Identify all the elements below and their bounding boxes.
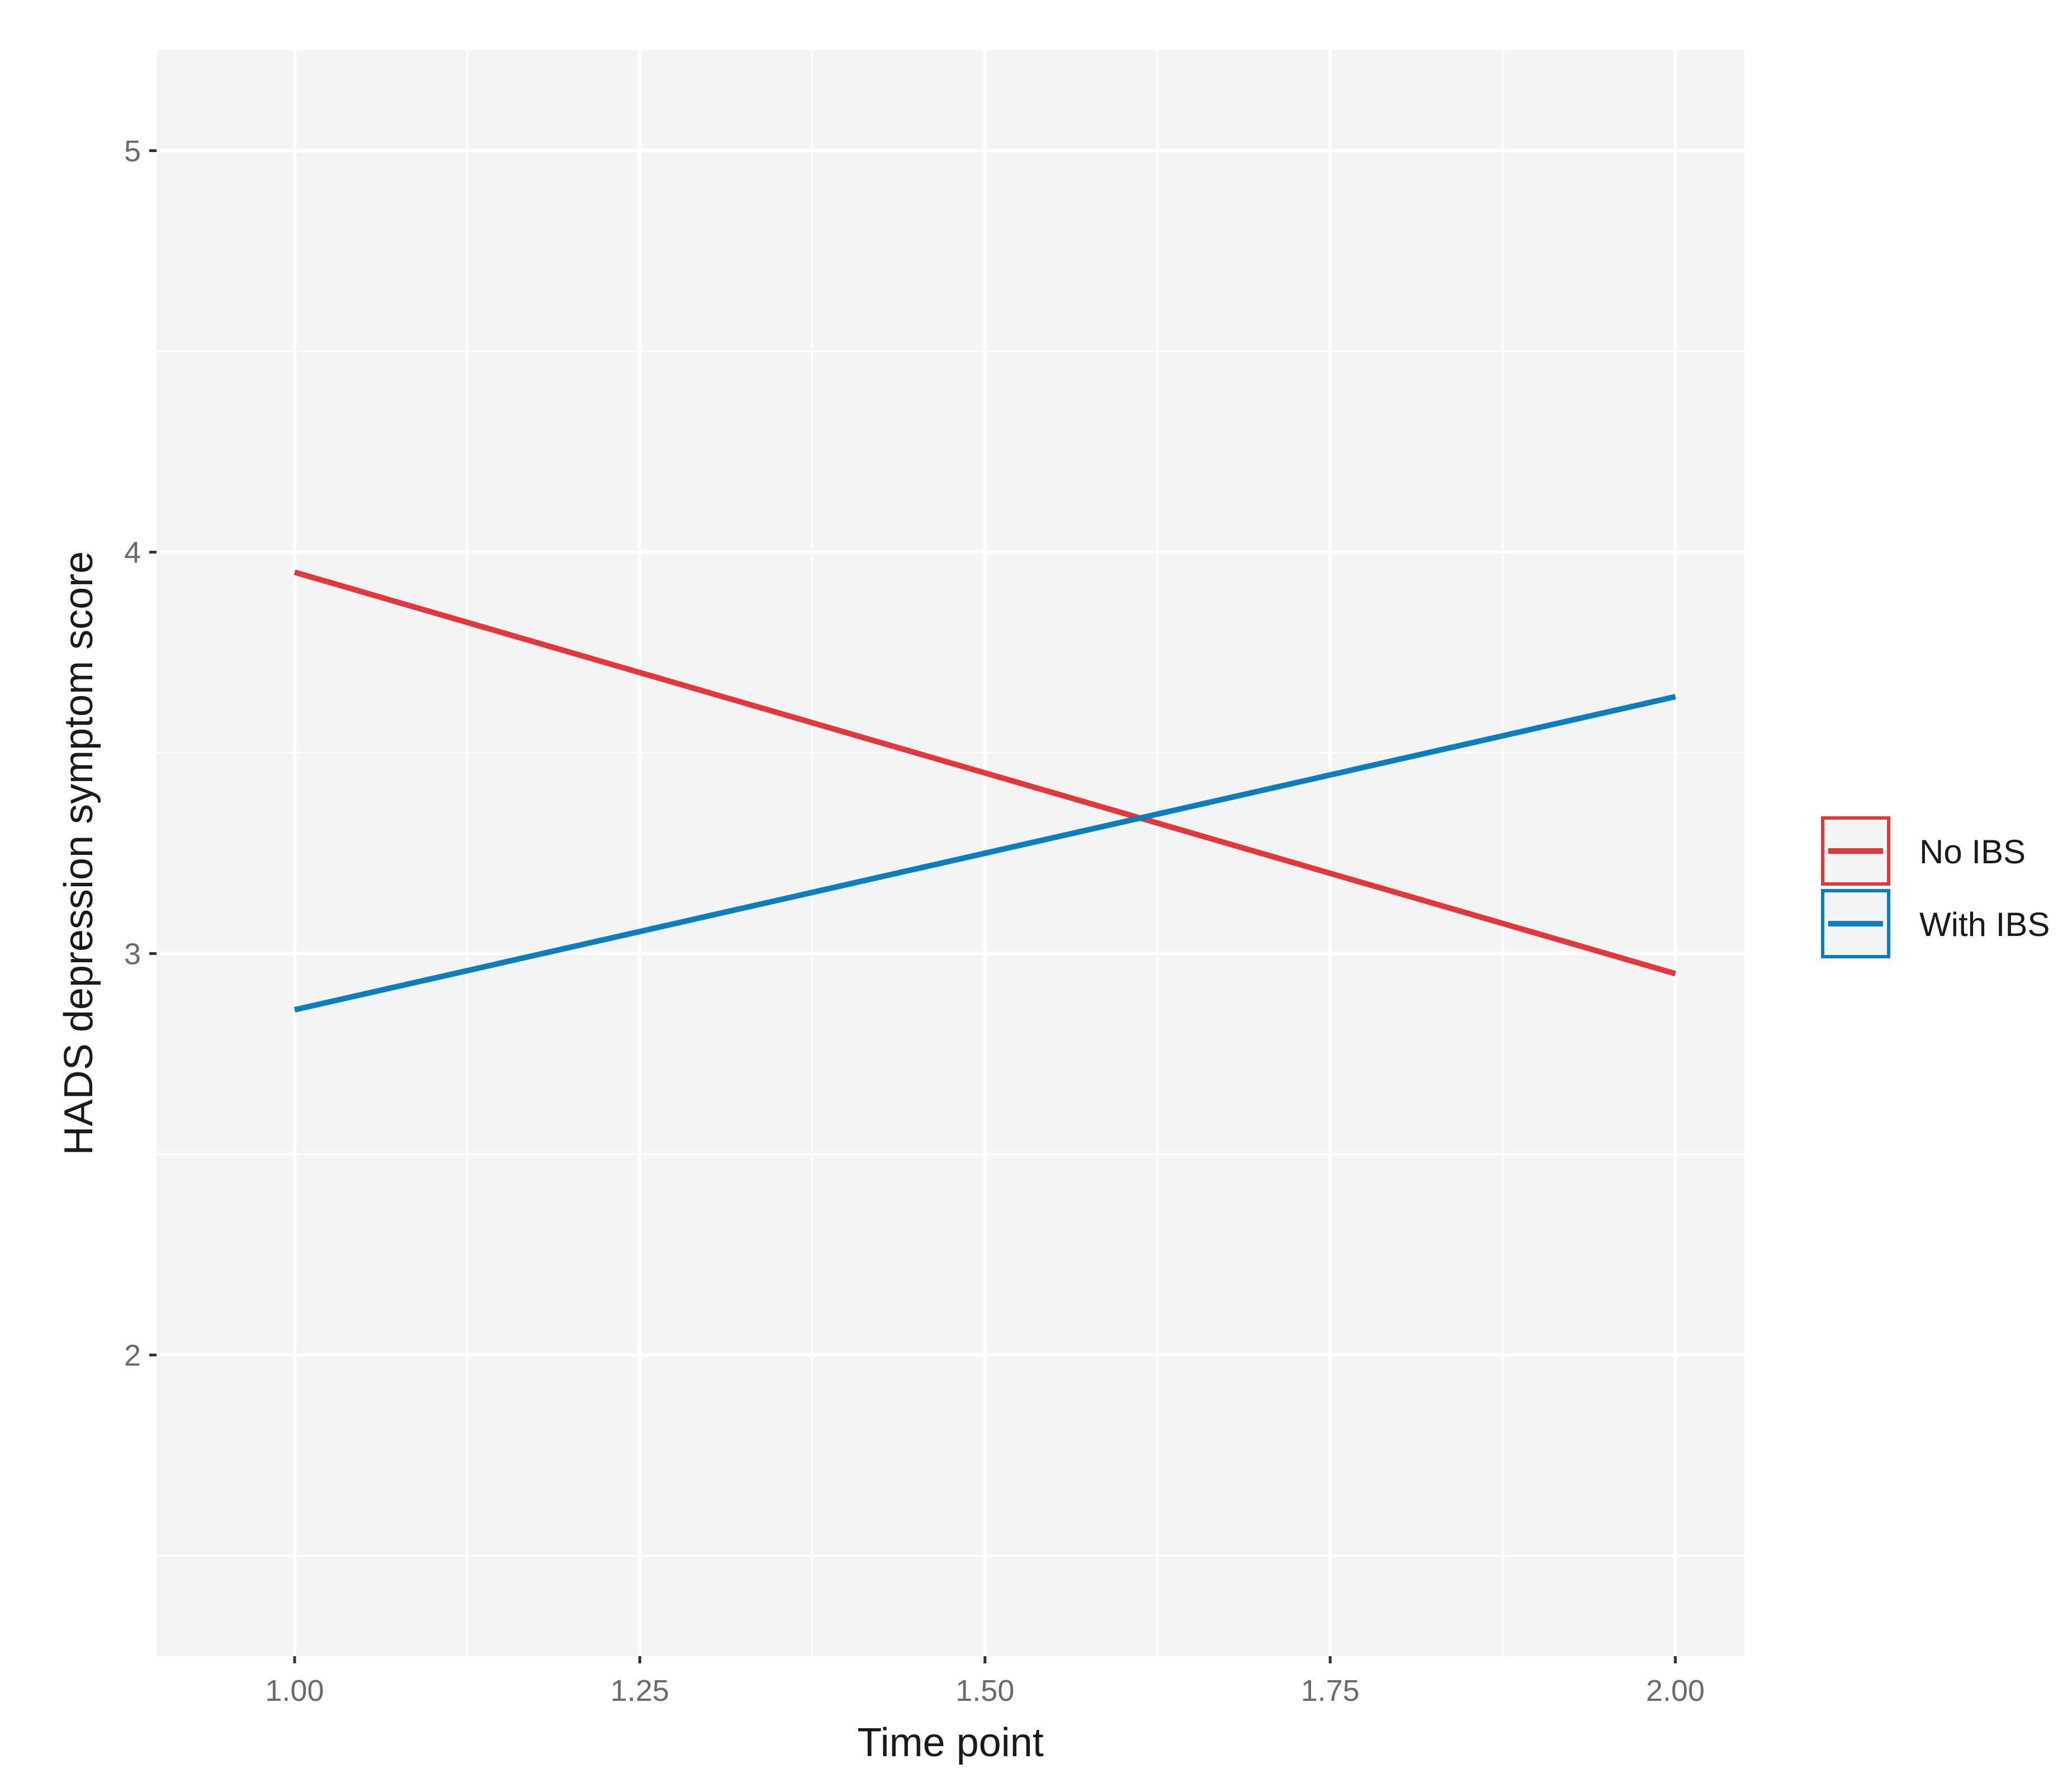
x-tick-label: 1.75 <box>1301 1674 1360 1708</box>
x-tick-label: 1.50 <box>955 1674 1014 1708</box>
minor-gridlines <box>157 50 1744 1656</box>
legend-item: No IBS <box>1821 816 2026 886</box>
y-tick-label: 3 <box>124 938 141 971</box>
x-axis-title: Time point <box>857 1720 1043 1765</box>
y-tick-label: 4 <box>124 536 141 570</box>
major-gridlines <box>157 50 1744 1656</box>
x-axis: 1.00 1.25 1.50 1.75 2.00 <box>265 1656 1705 1708</box>
y-axis-title: HADS depression symptom score <box>56 551 101 1155</box>
legend-label: With IBS <box>1919 906 2050 943</box>
legend-label: No IBS <box>1919 833 2026 871</box>
x-tick-label: 1.00 <box>265 1674 324 1708</box>
x-tick-label: 2.00 <box>1646 1674 1705 1708</box>
plot-panel <box>157 50 1744 1656</box>
series-line-1 <box>294 569 1676 977</box>
x-tick-label: 1.25 <box>611 1674 669 1708</box>
y-tick-label: 5 <box>124 135 141 168</box>
series-lines <box>294 569 1676 1013</box>
legend: No IBS With IBS <box>1821 816 2050 958</box>
y-tick-label: 2 <box>124 1339 141 1373</box>
series-line-2 <box>294 694 1676 1013</box>
legend-item: With IBS <box>1821 889 2050 958</box>
y-axis: 2 3 4 5 <box>124 135 157 1373</box>
